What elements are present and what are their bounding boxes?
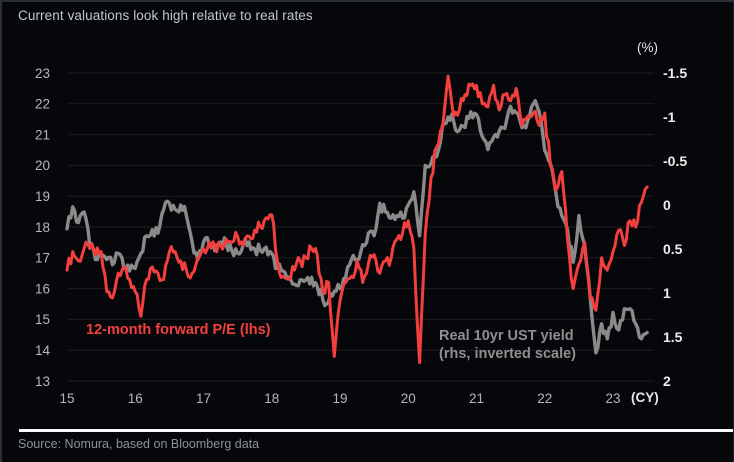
right-axis-ticks: -1.5 -1 -0.5 0 0.5 1 1.5 2 bbox=[663, 65, 687, 389]
gridlines bbox=[68, 72, 654, 382]
line-forward-pe bbox=[65, 74, 649, 364]
svg-text:-1.5: -1.5 bbox=[663, 65, 687, 81]
svg-text:19: 19 bbox=[35, 189, 50, 204]
x-axis-unit-label: (CY) bbox=[631, 390, 659, 405]
svg-text:-1: -1 bbox=[663, 109, 676, 125]
svg-text:1: 1 bbox=[663, 285, 671, 301]
svg-text:21: 21 bbox=[469, 391, 484, 406]
svg-text:16: 16 bbox=[128, 391, 143, 406]
left-axis-ticks: 23 22 21 20 19 18 17 16 15 14 13 bbox=[35, 66, 51, 389]
svg-text:17: 17 bbox=[196, 391, 211, 406]
series-label-forward-pe: 12-month forward P/E (lhs) bbox=[86, 322, 271, 338]
right-axis-unit-label: (%) bbox=[637, 40, 658, 55]
svg-text:15: 15 bbox=[59, 391, 74, 406]
series-lines bbox=[65, 74, 649, 364]
svg-text:18: 18 bbox=[264, 391, 279, 406]
svg-text:0: 0 bbox=[663, 197, 671, 213]
svg-text:1.5: 1.5 bbox=[663, 329, 683, 345]
svg-text:20: 20 bbox=[35, 158, 50, 173]
svg-text:0.5: 0.5 bbox=[663, 241, 683, 257]
svg-text:18: 18 bbox=[35, 220, 50, 235]
chart-title: Current valuations look high relative to… bbox=[18, 8, 313, 23]
x-axis-ticks: 15 16 17 18 19 20 21 22 23 bbox=[59, 391, 620, 406]
divider-line bbox=[19, 429, 733, 432]
svg-text:-0.5: -0.5 bbox=[663, 153, 687, 169]
svg-text:21: 21 bbox=[35, 127, 50, 142]
svg-text:2: 2 bbox=[663, 373, 671, 389]
svg-text:22: 22 bbox=[537, 391, 552, 406]
svg-text:19: 19 bbox=[332, 391, 347, 406]
svg-text:16: 16 bbox=[35, 281, 50, 296]
svg-text:14: 14 bbox=[35, 343, 51, 358]
svg-text:17: 17 bbox=[35, 251, 50, 266]
svg-text:13: 13 bbox=[35, 374, 50, 389]
svg-text:22: 22 bbox=[35, 97, 50, 112]
svg-text:20: 20 bbox=[401, 391, 416, 406]
svg-text:15: 15 bbox=[35, 312, 50, 327]
series-label-real-yield: Real 10yr UST yield (rhs, inverted scale… bbox=[439, 328, 576, 362]
svg-text:23: 23 bbox=[605, 391, 620, 406]
svg-text:23: 23 bbox=[35, 66, 50, 81]
source-text: Source: Nomura, based on Bloomberg data bbox=[18, 437, 260, 451]
